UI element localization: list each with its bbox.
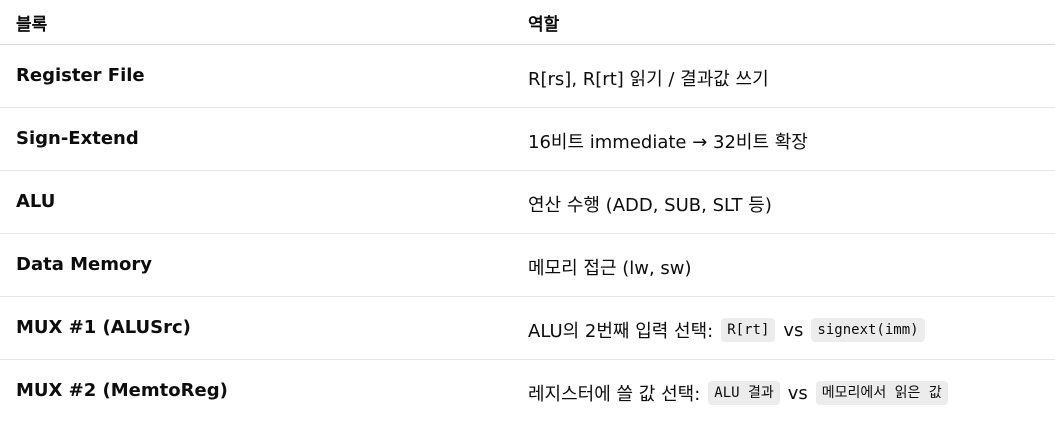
- block-name: Sign-Extend: [16, 128, 139, 149]
- block-name: Register File: [16, 65, 145, 86]
- table-row: Data Memory 메모리 접근 (lw, sw): [0, 234, 1055, 297]
- vs-text: vs: [787, 382, 808, 404]
- block-role: 메모리 접근 (lw, sw): [528, 258, 692, 279]
- role-text: ALU의 2번째 입력 선택:: [528, 321, 714, 342]
- inline-code: R[rt]: [721, 318, 776, 342]
- block-role: 레지스터에 쓸 값 선택: ALU 결과 vs 메모리에서 읽은 값: [528, 380, 950, 406]
- roles-table: 블록 역할 Register File R[rs], R[rt] 읽기 / 결과…: [0, 0, 1055, 423]
- inline-code: ALU 결과: [708, 381, 780, 405]
- table-row: Register File R[rs], R[rt] 읽기 / 결과값 쓰기: [0, 45, 1055, 108]
- role-text: 레지스터에 쓸 값 선택:: [528, 384, 701, 405]
- inline-code: signext(imm): [811, 318, 925, 342]
- table-row: Sign-Extend 16비트 immediate → 32비트 확장: [0, 108, 1055, 171]
- header-role: 역할: [528, 15, 560, 35]
- block-role: R[rs], R[rt] 읽기 / 결과값 쓰기: [528, 69, 769, 90]
- block-name: MUX #2 (MemtoReg): [16, 380, 228, 401]
- table-row: MUX #1 (ALUSrc) ALU의 2번째 입력 선택: R[rt] vs…: [0, 297, 1055, 360]
- block-name: MUX #1 (ALUSrc): [16, 317, 191, 338]
- table-header-row: 블록 역할: [0, 0, 1055, 45]
- block-name: Data Memory: [16, 254, 152, 275]
- inline-code: 메모리에서 읽은 값: [815, 381, 948, 405]
- header-block: 블록: [16, 15, 48, 35]
- table-row: MUX #2 (MemtoReg) 레지스터에 쓸 값 선택: ALU 결과 v…: [0, 360, 1055, 423]
- table-row: ALU 연산 수행 (ADD, SUB, SLT 등): [0, 171, 1055, 234]
- block-name: ALU: [16, 191, 56, 212]
- vs-text: vs: [783, 319, 804, 341]
- block-role: 16비트 immediate → 32비트 확장: [528, 132, 808, 153]
- block-role: 연산 수행 (ADD, SUB, SLT 등): [528, 195, 772, 216]
- block-role: ALU의 2번째 입력 선택: R[rt] vs signext(imm): [528, 317, 927, 343]
